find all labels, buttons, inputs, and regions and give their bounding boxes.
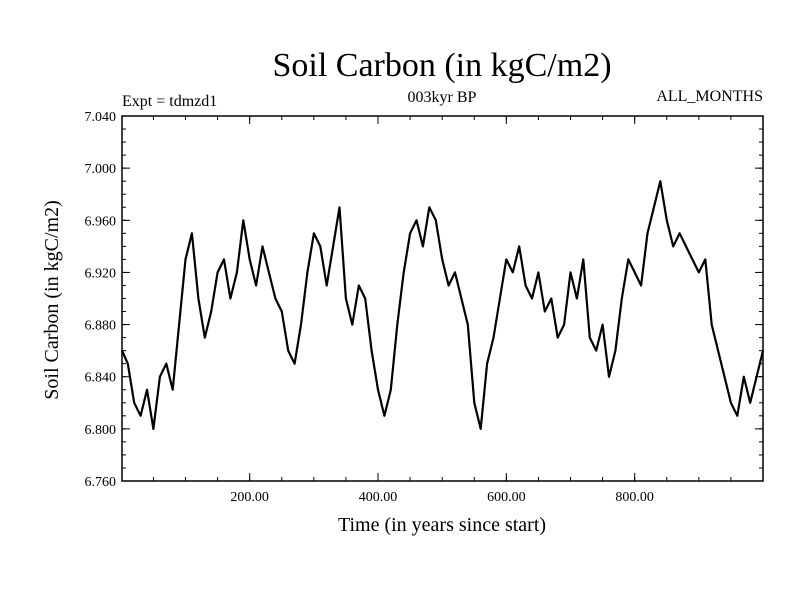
- x-tick-label: 200.00: [230, 490, 269, 505]
- y-tick-label: 6.960: [85, 214, 117, 229]
- experiment-label: Expt = tdmzd1: [122, 93, 217, 110]
- y-tick-label: 6.800: [85, 423, 117, 438]
- y-tick-label: 7.000: [85, 162, 117, 177]
- plot-frame: [121, 115, 764, 482]
- x-axis-label: Time (in years since start): [338, 514, 546, 536]
- x-tick-label: 600.00: [487, 490, 526, 505]
- y-tick-label: 6.920: [85, 266, 117, 281]
- y-tick-label: 7.040: [85, 110, 117, 125]
- series-line: [120, 180, 765, 430]
- x-tick-label: 800.00: [615, 490, 654, 505]
- chart-title: Soil Carbon (in kgC/m2): [272, 47, 611, 84]
- axis-ticks: [122, 115, 763, 482]
- tick-labels: 6.760 6.800 6.840 6.880 6.920 6.960 7.000 7.040…: [85, 110, 654, 505]
- x-tick-label: 400.00: [359, 490, 398, 505]
- y-tick-label: 6.760: [85, 475, 117, 490]
- chart-subtitle: 003kyr BP: [408, 89, 477, 106]
- y-tick-label: 6.840: [85, 371, 117, 386]
- y-axis-label: Soil Carbon (in kgC/m2): [41, 200, 63, 399]
- y-tick-label: 6.880: [85, 319, 117, 334]
- series-group: [120, 180, 765, 430]
- months-label: ALL_MONTHS: [656, 88, 763, 105]
